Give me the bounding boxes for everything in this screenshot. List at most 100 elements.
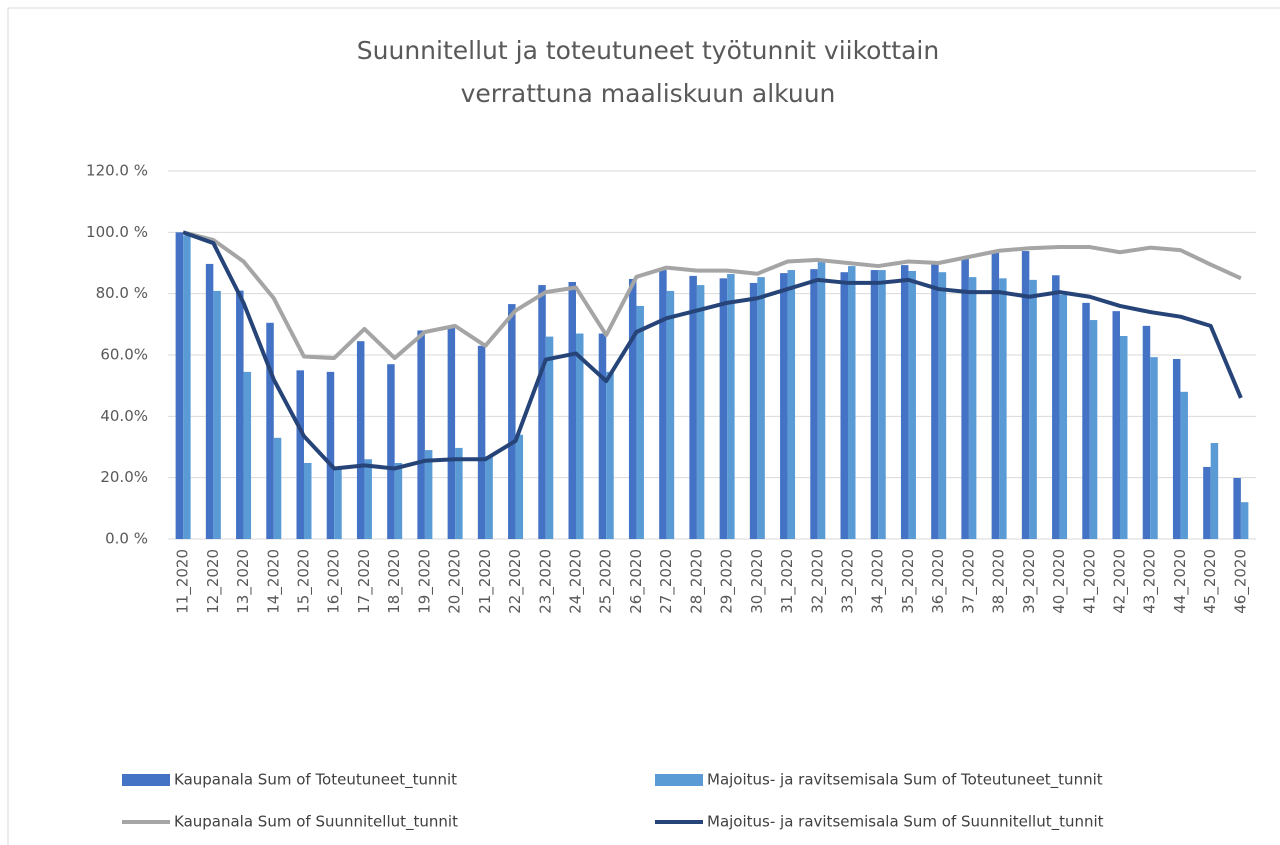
legend-label: Kaupanala Sum of Suunnitellut_tunnit — [174, 813, 458, 832]
legend-swatch — [655, 774, 703, 786]
bar — [1112, 311, 1120, 539]
x-tick-label: 19_2020 — [415, 549, 434, 614]
bar — [304, 462, 312, 539]
bar — [417, 330, 425, 539]
legend-swatch — [122, 774, 170, 786]
bar — [175, 232, 184, 540]
bar — [900, 265, 909, 539]
bar — [477, 345, 486, 539]
bar — [848, 266, 856, 539]
bar — [870, 270, 879, 539]
bar — [1210, 443, 1219, 539]
x-tick-label: 18_2020 — [385, 549, 404, 614]
x-tick-label: 11_2020 — [174, 549, 193, 614]
bar — [1059, 294, 1068, 539]
y-tick-label: 20.0% — [100, 468, 148, 486]
x-tick-label: 33_2020 — [839, 549, 858, 614]
y-tick-label: 120.0 % — [86, 162, 148, 180]
bar — [387, 364, 395, 539]
bar — [568, 282, 576, 539]
x-tick-label: 23_2020 — [536, 549, 555, 614]
y-tick-label: 80.0 % — [96, 284, 148, 302]
bar — [840, 272, 848, 539]
bar — [999, 278, 1007, 539]
bar — [394, 462, 403, 539]
bar — [810, 269, 818, 539]
x-tick-label: 32_2020 — [808, 549, 827, 614]
bar — [447, 327, 456, 539]
x-tick-label: 40_2020 — [1050, 549, 1069, 614]
bar — [931, 263, 939, 539]
x-tick-label: 22_2020 — [506, 549, 525, 614]
y-tick-label: 0.0 % — [105, 530, 148, 548]
bar — [1180, 391, 1188, 539]
bar — [757, 277, 765, 539]
bar — [636, 305, 644, 539]
bar — [1120, 335, 1128, 539]
bar — [1021, 251, 1030, 540]
bar — [1203, 466, 1211, 539]
x-tick-label: 35_2020 — [899, 549, 918, 614]
bar — [266, 322, 274, 539]
bar — [961, 259, 969, 539]
legend-label: Majoitus- ja ravitsemisala Sum of Suunni… — [707, 813, 1104, 832]
x-tick-label: 29_2020 — [718, 549, 737, 614]
x-tick-label: 17_2020 — [355, 549, 374, 614]
bar — [1082, 302, 1090, 539]
bar — [364, 459, 372, 539]
x-tick-label: 15_2020 — [295, 549, 314, 614]
x-tick-label: 45_2020 — [1201, 549, 1220, 614]
x-tick-label: 37_2020 — [959, 549, 978, 614]
x-tick-label: 43_2020 — [1141, 549, 1160, 614]
legend-label: Majoitus- ja ravitsemisala Sum of Toteut… — [707, 771, 1103, 790]
bar — [326, 371, 335, 539]
bar — [780, 273, 788, 539]
bar — [455, 447, 463, 539]
x-tick-label: 25_2020 — [597, 549, 616, 614]
x-tick-label: 12_2020 — [204, 549, 223, 614]
bar — [515, 434, 524, 539]
bar — [1240, 502, 1249, 539]
x-tick-label: 24_2020 — [567, 549, 586, 614]
bar — [424, 450, 433, 539]
bar — [908, 270, 916, 539]
bar — [1172, 358, 1181, 539]
x-tick-label: 20_2020 — [446, 549, 465, 614]
bar — [273, 437, 282, 539]
bar — [666, 290, 675, 539]
x-tick-label: 27_2020 — [657, 549, 676, 614]
x-tick-label: 16_2020 — [325, 549, 344, 614]
bar — [1052, 275, 1060, 539]
bar — [508, 304, 516, 539]
bar — [538, 285, 546, 539]
bar — [183, 235, 191, 539]
bar — [485, 456, 493, 539]
bar — [938, 272, 947, 539]
bar — [749, 282, 758, 539]
bar — [243, 371, 252, 539]
bar — [787, 270, 796, 539]
x-tick-label: 13_2020 — [234, 549, 253, 614]
x-tick-label: 14_2020 — [264, 549, 283, 614]
bar — [659, 270, 667, 539]
bar — [817, 262, 826, 539]
bar — [689, 275, 697, 539]
bar — [598, 333, 607, 539]
bar — [213, 290, 221, 539]
x-tick-label: 31_2020 — [778, 549, 797, 614]
x-tick-label: 46_2020 — [1231, 549, 1250, 614]
bar — [205, 263, 214, 539]
bar — [1150, 357, 1158, 539]
x-tick-label: 30_2020 — [748, 549, 767, 614]
bar — [1142, 325, 1151, 539]
x-tick-label: 42_2020 — [1111, 549, 1130, 614]
x-tick-label: 28_2020 — [687, 549, 706, 614]
bar — [545, 336, 554, 539]
bar — [878, 270, 886, 539]
bar — [296, 370, 304, 539]
bar — [727, 274, 735, 539]
x-tick-label: 44_2020 — [1171, 549, 1190, 614]
y-tick-label: 100.0 % — [86, 223, 148, 241]
chart-title: Suunnitellut ja toteutuneet työtunnit vi… — [357, 36, 939, 65]
